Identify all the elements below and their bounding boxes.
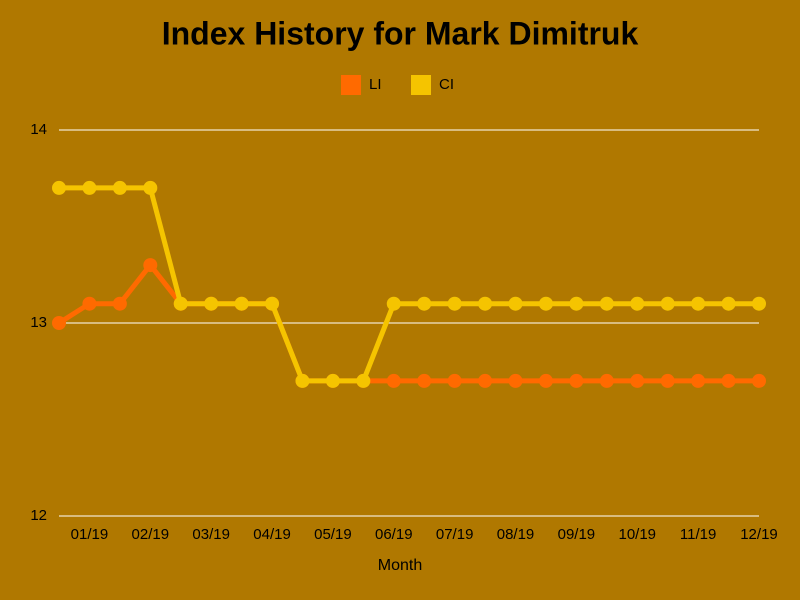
data-point: [569, 373, 584, 388]
x-tick-label: 09/19: [558, 526, 596, 543]
data-point: [660, 296, 675, 311]
x-tick-label: 08/19: [497, 526, 535, 543]
data-point: [630, 373, 645, 388]
x-tick-label: 11/19: [680, 526, 716, 543]
data-point: [447, 373, 462, 388]
legend-label: LI: [369, 76, 382, 93]
data-point: [112, 296, 127, 311]
x-tick-label: 06/19: [375, 526, 413, 543]
data-point: [721, 373, 736, 388]
data-point: [173, 296, 188, 311]
data-point: [265, 296, 280, 311]
data-point: [630, 296, 645, 311]
data-point: [691, 296, 706, 311]
data-point: [82, 296, 97, 311]
data-point: [721, 296, 736, 311]
data-point: [386, 296, 401, 311]
data-point: [295, 373, 310, 388]
y-tick-label: 12: [30, 507, 47, 524]
legend-swatch: [411, 75, 431, 95]
x-tick-label: 02/19: [132, 526, 170, 543]
x-tick-label: 01/19: [71, 526, 109, 543]
data-point: [112, 180, 127, 195]
data-point: [478, 296, 493, 311]
data-point: [417, 296, 432, 311]
data-point: [325, 373, 340, 388]
data-point: [386, 373, 401, 388]
data-point: [691, 373, 706, 388]
x-tick-label: 12/19: [740, 526, 778, 543]
x-tick-label: 04/19: [253, 526, 291, 543]
x-axis-title: Month: [378, 557, 422, 574]
x-tick-label: 05/19: [314, 526, 352, 543]
data-point: [599, 373, 614, 388]
chart-title: Index History for Mark Dimitruk: [162, 15, 639, 51]
x-tick-label: 10/19: [618, 526, 656, 543]
legend-label: CI: [439, 76, 454, 93]
data-point: [538, 373, 553, 388]
data-point: [538, 296, 553, 311]
y-tick-label: 13: [30, 314, 47, 331]
x-tick-label: 03/19: [192, 526, 230, 543]
data-point: [752, 373, 766, 388]
data-point: [52, 180, 66, 195]
data-point: [82, 180, 97, 195]
data-point: [447, 296, 462, 311]
data-point: [508, 296, 523, 311]
data-point: [356, 373, 371, 388]
data-point: [143, 258, 158, 273]
data-point: [752, 296, 766, 311]
data-point: [52, 316, 66, 330]
data-point: [660, 373, 675, 388]
data-point: [508, 373, 523, 388]
legend-swatch: [341, 75, 361, 95]
data-point: [478, 373, 493, 388]
data-point: [599, 296, 614, 311]
x-tick-label: 07/19: [436, 526, 474, 543]
data-point: [143, 180, 158, 195]
data-point: [569, 296, 584, 311]
data-point: [234, 296, 249, 311]
data-point: [417, 373, 432, 388]
data-point: [204, 296, 219, 311]
y-tick-label: 14: [30, 121, 47, 138]
